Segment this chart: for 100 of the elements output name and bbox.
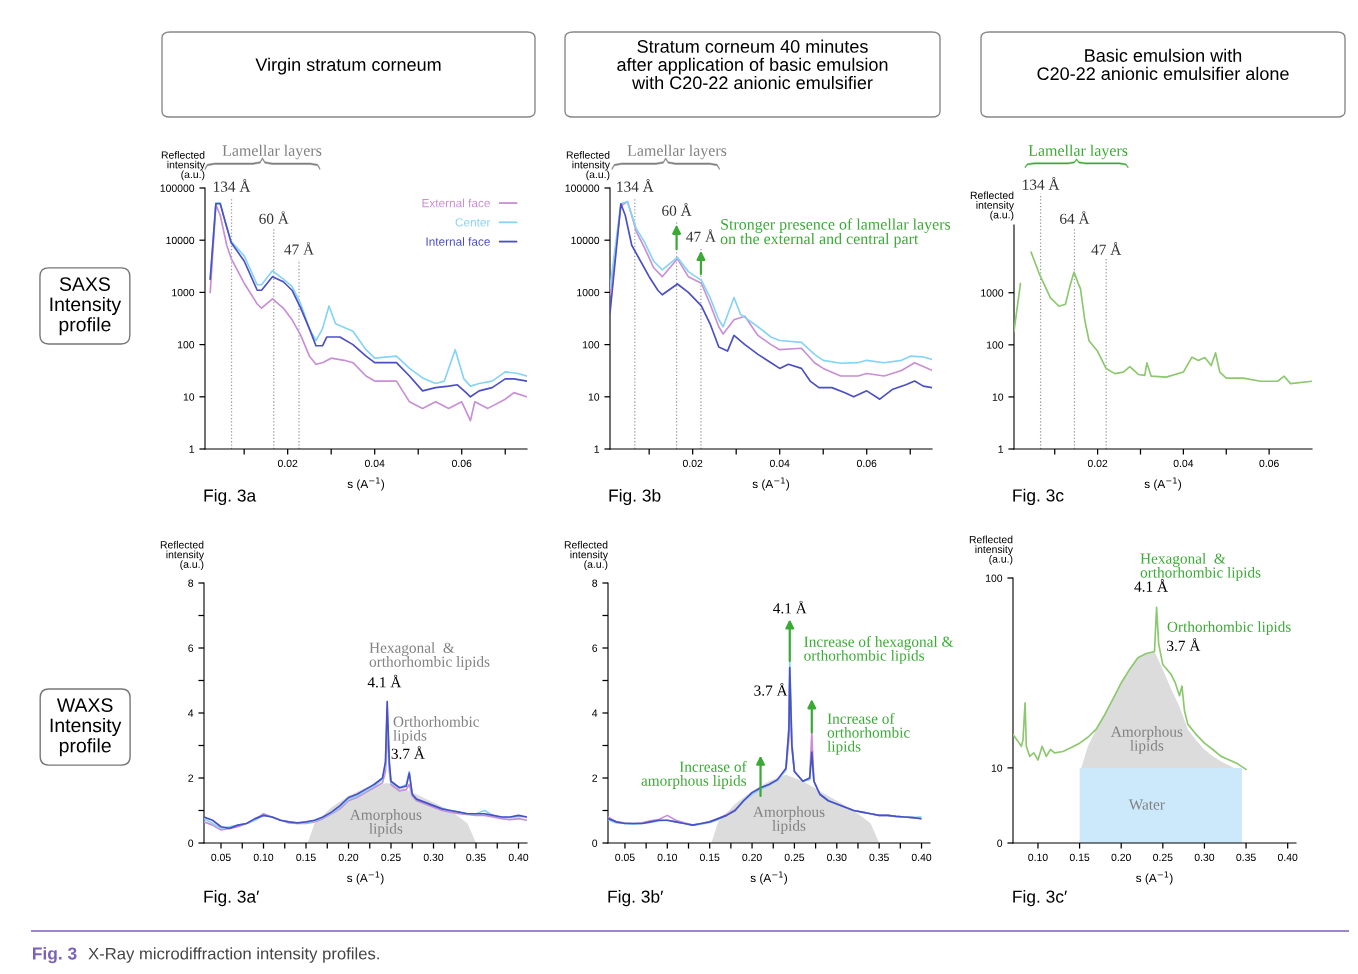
y-tick-label: 6 (592, 644, 598, 652)
annotation: Stronger presence of lamellar layers on the external and central part (720, 218, 951, 248)
ref-line-label: 64 Å (1060, 211, 1090, 224)
y-tick-label: 1000 (981, 289, 1004, 297)
legend-label: Internal face (426, 237, 490, 246)
y-tick-label: 100 (178, 341, 195, 349)
annotation: 4.1 Å (367, 674, 402, 688)
x-tick-label: 0.40 (1277, 853, 1298, 862)
x-tick-label: 0.10 (657, 853, 678, 862)
x-tick-label: 0.35 (869, 853, 889, 862)
x-axis-title: s (A$^{−1}$) (752, 477, 790, 491)
x-tick-label: 0.05 (615, 853, 635, 862)
x-tick-label: 0.04 (364, 459, 385, 468)
text: Lamellar layers (627, 144, 727, 160)
y-tick-label: 10 (183, 393, 195, 401)
annotation: 3.7 Å (1167, 638, 1201, 651)
annotation: Amorphous lipids (1110, 726, 1183, 754)
x-axis-title: s (A$^{−1}$) (1136, 871, 1173, 885)
annotation: 4.1 Å (1134, 579, 1168, 592)
text: X-Ray microdiffraction intensity profiles. (88, 947, 379, 963)
x-tick-label: 0.20 (742, 853, 762, 862)
x-axis-title: s (A$^{−1}$) (750, 871, 788, 885)
x-tick-label: 0.20 (338, 853, 359, 862)
legend-label: Center (455, 218, 491, 227)
chart-title: Basic emulsion with C20-22 anionic emulsifier alone (1037, 48, 1289, 81)
y-tick-label: 4 (188, 709, 194, 717)
x-tick-label: 0.35 (1236, 853, 1256, 862)
y-tick-label: 1 (189, 445, 195, 453)
y-tick-label: 100 (583, 341, 600, 349)
x-tick-label: 0.06 (1259, 459, 1279, 468)
x-tick-label: 0.02 (1087, 459, 1108, 468)
ref-line-label: 47 Å (686, 229, 716, 242)
y-tick-label: 10000 (166, 236, 195, 245)
y-tick-label: 8 (188, 579, 194, 587)
ref-line-label: 47 Å (284, 241, 314, 255)
y-tick-label: 10 (588, 393, 600, 401)
text: Lamellar layers (222, 144, 322, 160)
x-tick-label: 0.35 (466, 853, 486, 862)
annotation: Hexagonal & orthorhombic lipids (369, 642, 490, 670)
x-tick-label: 0.15 (296, 853, 316, 862)
y-tick-label: 1 (594, 445, 600, 453)
y-tick-label: 0 (592, 839, 598, 847)
y-tick-label: 0 (188, 839, 194, 847)
x-axis-title: s (A$^{−1}$) (1144, 477, 1182, 491)
annotation: Increase of orthorhombic lipids (827, 712, 910, 755)
caption: Fig. 3a (204, 488, 257, 506)
ref-line-label: 60 Å (662, 203, 692, 216)
x-tick-label: 0.06 (452, 459, 472, 468)
annotation: Amorphous lipids (753, 806, 825, 834)
y-tick-label: 10 (992, 393, 1004, 401)
caption: Fig. 3a′ (204, 890, 260, 907)
y-axis-title: Reflected intensity (a.u.) (969, 535, 1013, 565)
annotation: 4.1 Å (773, 600, 807, 614)
x-tick-label: 0.30 (1194, 853, 1215, 862)
y-tick-label: 1 (998, 445, 1004, 453)
caption: Fig. 3 (33, 946, 77, 964)
x-tick-label: 0.02 (277, 459, 298, 468)
x-axis-title: s (A$^{−1}$) (347, 477, 385, 491)
y-tick-label: 10000 (571, 236, 600, 245)
y-tick-label: 2 (592, 774, 598, 782)
annotation: Water (1128, 799, 1165, 810)
x-axis-title: s (A$^{−1}$) (347, 871, 384, 885)
y-tick-label: 100 (987, 341, 1004, 349)
x-tick-label: 0.25 (784, 853, 805, 862)
y-tick-label: 10 (991, 764, 1003, 772)
y-axis-title: Reflected intensity (a.u.) (161, 151, 205, 181)
annotation: 3.7 Å (391, 746, 425, 759)
annotation: Amorphous lipids (349, 809, 422, 837)
x-tick-label: 0.10 (253, 853, 274, 862)
y-axis-title: Reflected intensity (a.u.) (970, 191, 1014, 221)
y-tick-label: 6 (188, 644, 194, 652)
caption: Fig. 3c (1013, 488, 1064, 506)
ref-line-label: 134 Å (617, 179, 654, 192)
x-tick-label: 0.05 (211, 853, 231, 862)
ref-line-label: 60 Å (259, 211, 289, 224)
text: WAXS Intensity profile (50, 698, 122, 757)
annotation: Orthorhombic lipids (393, 716, 480, 744)
ref-line-label: 134 Å (1023, 177, 1060, 190)
chart-title: Stratum corneum 40 minutes after application of basic emulsion with C20-22 anionic emulsifier (617, 39, 888, 90)
caption: Fig. 3b (609, 488, 661, 506)
y-axis-title: Reflected intensity (a.u.) (564, 540, 608, 570)
annotation: Orthorhombic lipids (1167, 621, 1291, 636)
annotation: 3.7 Å (754, 683, 788, 696)
ref-line-label: 134 Å (214, 179, 251, 192)
y-tick-label: 1000 (577, 288, 600, 297)
x-tick-label: 0.10 (1028, 853, 1048, 862)
y-axis-title: Reflected intensity (a.u.) (566, 151, 610, 181)
legend-label: External face (422, 198, 490, 208)
x-tick-label: 0.25 (1153, 853, 1173, 862)
x-tick-label: 0.15 (1069, 853, 1090, 862)
y-tick-label: 1000 (172, 288, 195, 297)
text: SAXS Intensity profile (50, 277, 122, 336)
y-axis-title: Reflected intensity (a.u.) (160, 540, 204, 570)
annotation: Increase of amorphous lipids (641, 761, 747, 789)
y-tick-label: 2 (188, 774, 194, 782)
x-tick-label: 0.40 (508, 853, 529, 862)
y-tick-label: 8 (592, 579, 598, 587)
x-tick-label: 0.04 (1173, 459, 1194, 468)
y-tick-label: 4 (592, 709, 598, 717)
y-tick-label: 100000 (160, 184, 195, 192)
